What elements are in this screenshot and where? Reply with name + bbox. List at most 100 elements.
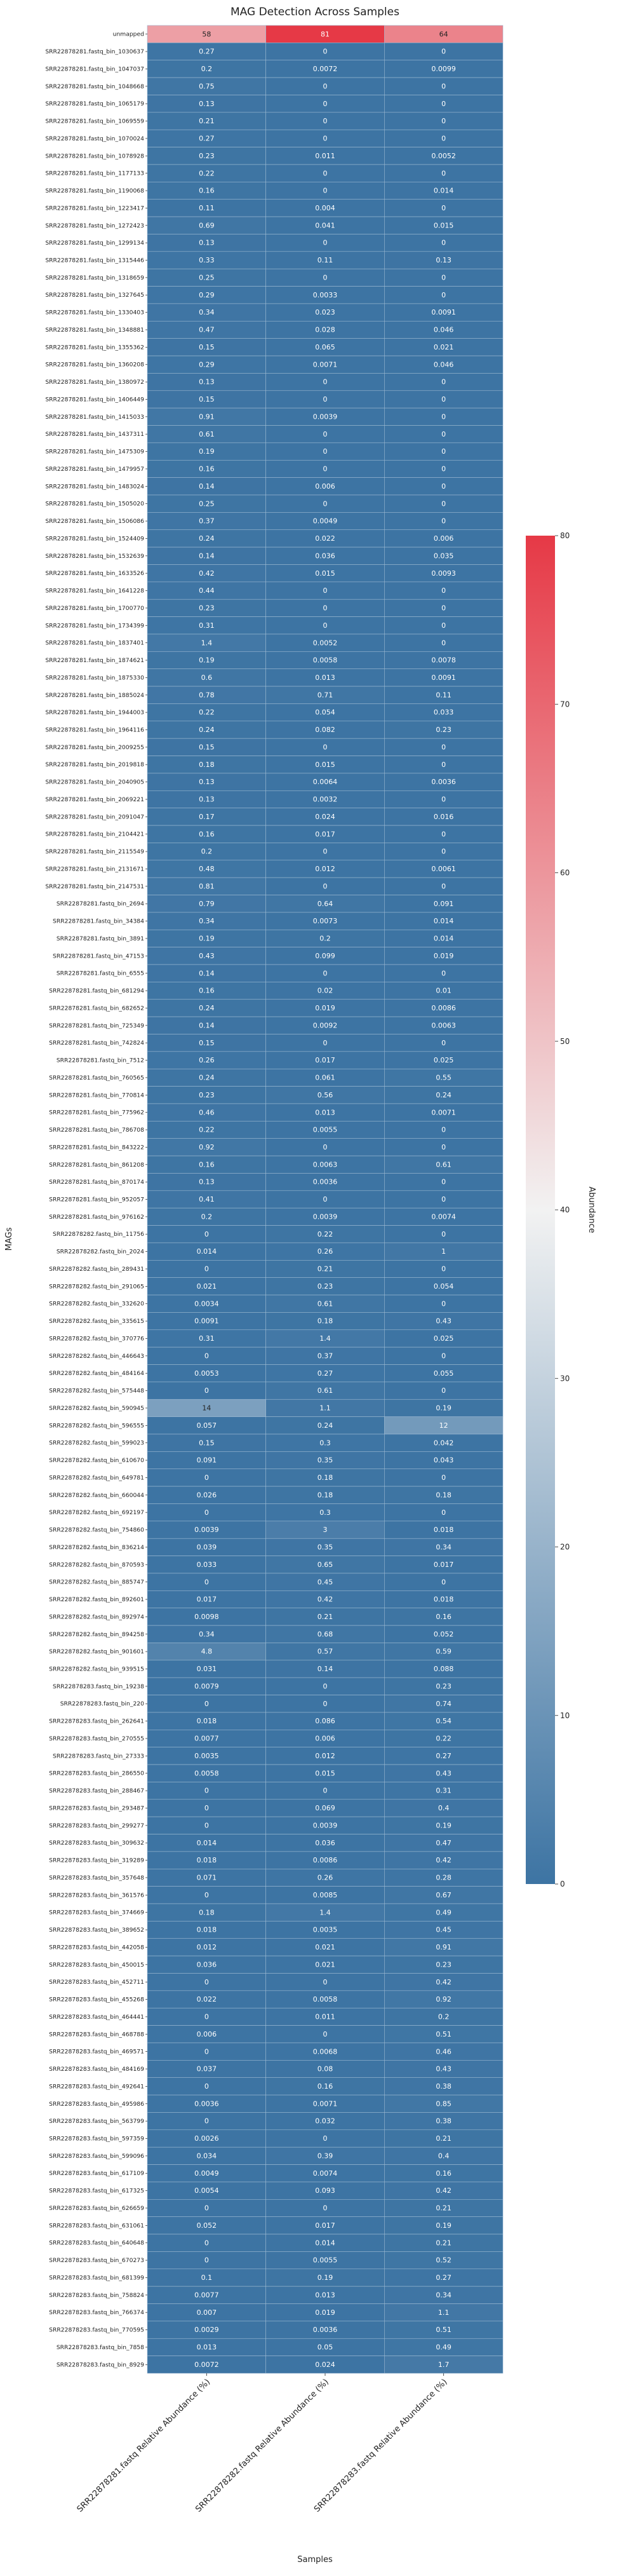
heatmap-cell (147, 2042, 266, 2061)
cell-value-label: 0 (441, 291, 446, 299)
heatmap-cell (265, 2112, 385, 2131)
cell-value-label: 0 (441, 117, 446, 125)
cell-value-label: 0.16 (199, 465, 215, 473)
row-label: SRR22878283.fastq_bin_357648 (49, 1874, 144, 1881)
cell-value-label: 0 (323, 430, 328, 438)
cell-value-label: 0.18 (436, 1491, 451, 1499)
heatmap-cell (147, 95, 266, 113)
cell-value-label: 0 (204, 1230, 209, 1238)
heatmap-cell (265, 877, 385, 895)
heatmap-cell (265, 1990, 385, 2009)
row-label: SRR22878282.fastq_bin_660044 (49, 1492, 144, 1499)
heatmap-cell (384, 929, 504, 947)
heatmap-cell (147, 1329, 266, 1348)
cell-value-label: 0.26 (318, 1247, 333, 1256)
cell-value-label: 0.055 (434, 1369, 454, 1378)
cell-value-label: 0.0052 (313, 639, 338, 647)
row-label: SRR22878281.fastq_bin_34384 (53, 918, 144, 925)
cell-value-label: 0 (441, 621, 446, 630)
cell-value-label: 0 (323, 239, 328, 247)
cell-value-label: 0.0055 (313, 1126, 338, 1134)
heatmap-cell (265, 1242, 385, 1261)
cell-value-label: 0.015 (315, 761, 335, 769)
heatmap-cell (147, 477, 266, 496)
heatmap-cell (265, 756, 385, 774)
cell-value-label: 0.22 (199, 708, 215, 717)
row-label: SRR22878281.fastq_bin_1874621 (45, 657, 144, 664)
row-label: SRR22878283.fastq_bin_468788 (49, 2031, 144, 2038)
row-label: SRR22878281.fastq_bin_843222 (49, 1144, 144, 1151)
heatmap-cell (265, 1503, 385, 1522)
cell-value-label: 0.05 (318, 2343, 333, 2352)
cell-value-label: 0 (441, 169, 446, 177)
heatmap-cell (384, 25, 504, 43)
cell-value-label: 0.92 (199, 1143, 215, 1151)
cell-value-label: 0 (323, 586, 328, 595)
heatmap-cell (384, 1643, 504, 1661)
row-label: SRR22878281.fastq_bin_1437311 (45, 431, 144, 438)
cell-value-label: 0.1 (201, 2274, 213, 2282)
cell-value-label: 0.13 (199, 778, 215, 786)
row-label: SRR22878283.fastq_bin_640648 (49, 2240, 144, 2247)
row-label: SRR22878281.fastq_bin_1475309 (45, 449, 144, 456)
cell-value-label: 0.57 (318, 1648, 333, 1656)
row-label: SRR22878281.fastq_bin_2040905 (45, 779, 144, 786)
heatmap-cell (384, 199, 504, 217)
cell-value-label: 0.19 (199, 447, 215, 456)
cell-value-label: 0.29 (199, 291, 215, 299)
heatmap-cell (384, 738, 504, 756)
heatmap-cell (384, 1207, 504, 1226)
cell-value-label: 0.0032 (313, 796, 338, 804)
cell-value-label: 0 (323, 1143, 328, 1151)
cell-value-label: 0.3 (319, 1439, 331, 1447)
cell-value-label: 0 (441, 100, 446, 108)
cell-value-label: 0.67 (436, 1891, 451, 1899)
row-label: SRR22878281.fastq_bin_1348881 (45, 327, 144, 334)
cell-value-label: 0 (441, 1195, 446, 1203)
heatmap-cell (147, 129, 266, 147)
colorbar-tick-label: 40 (560, 1205, 570, 1214)
cell-value-label: 1.1 (438, 2308, 450, 2317)
heatmap-cell (265, 843, 385, 861)
heatmap-cell (265, 1277, 385, 1296)
cell-value-label: 0.44 (199, 586, 215, 595)
row-label: SRR22878282.fastq_bin_939515 (49, 1666, 144, 1673)
cell-value-label: 0.56 (318, 1091, 333, 1099)
cell-value-label: 0.46 (199, 1108, 215, 1116)
cell-value-label: 0.012 (315, 1752, 335, 1760)
cell-value-label: 0.43 (436, 2065, 451, 2073)
row-label: SRR22878281.fastq_bin_2104421 (45, 831, 144, 838)
x-axis-label: Samples (297, 2555, 333, 2565)
heatmap-cell (384, 425, 504, 444)
heatmap-cell (384, 2286, 504, 2304)
cell-value-label: 0.0078 (431, 656, 456, 665)
cell-value-label: 0.11 (199, 204, 215, 212)
heatmap-cell (384, 390, 504, 409)
heatmap-cell (265, 686, 385, 704)
row-label: SRR22878281.fastq_bin_1483024 (45, 483, 144, 490)
cell-value-label: 0.016 (434, 813, 454, 821)
cell-value-label: 0 (204, 2239, 209, 2247)
cell-value-label: 0.26 (199, 1056, 215, 1064)
heatmap-cell (147, 546, 266, 565)
row-label: SRR22878283.fastq_bin_374669 (49, 1909, 144, 1916)
row-label: SRR22878283.fastq_bin_670273 (49, 2257, 144, 2264)
cell-value-label: 1 (441, 1247, 446, 1256)
cell-value-label: 0.13 (436, 256, 451, 264)
row-label: SRR22878283.fastq_bin_288467 (49, 1787, 144, 1794)
cell-value-label: 0.43 (199, 952, 215, 960)
heatmap-cell (384, 1677, 504, 1695)
cell-value-label: 0.61 (318, 1386, 333, 1395)
cell-value-label: 0.48 (199, 865, 215, 873)
cell-value-label: 0.27 (199, 48, 215, 56)
colorbar-tick-label: 60 (560, 869, 570, 878)
cell-value-label: 0.42 (436, 2186, 451, 2195)
heatmap-cell (384, 2042, 504, 2061)
heatmap-cell (384, 2234, 504, 2252)
row-label: SRR22878282.fastq_bin_446643 (49, 1353, 144, 1360)
cell-value-label: 0.16 (436, 1613, 451, 1621)
cell-value-label: 0.34 (199, 308, 215, 316)
cell-value-label: 0.33 (199, 256, 215, 264)
heatmap-cell (265, 1608, 385, 1626)
heatmap-cell (147, 373, 266, 391)
